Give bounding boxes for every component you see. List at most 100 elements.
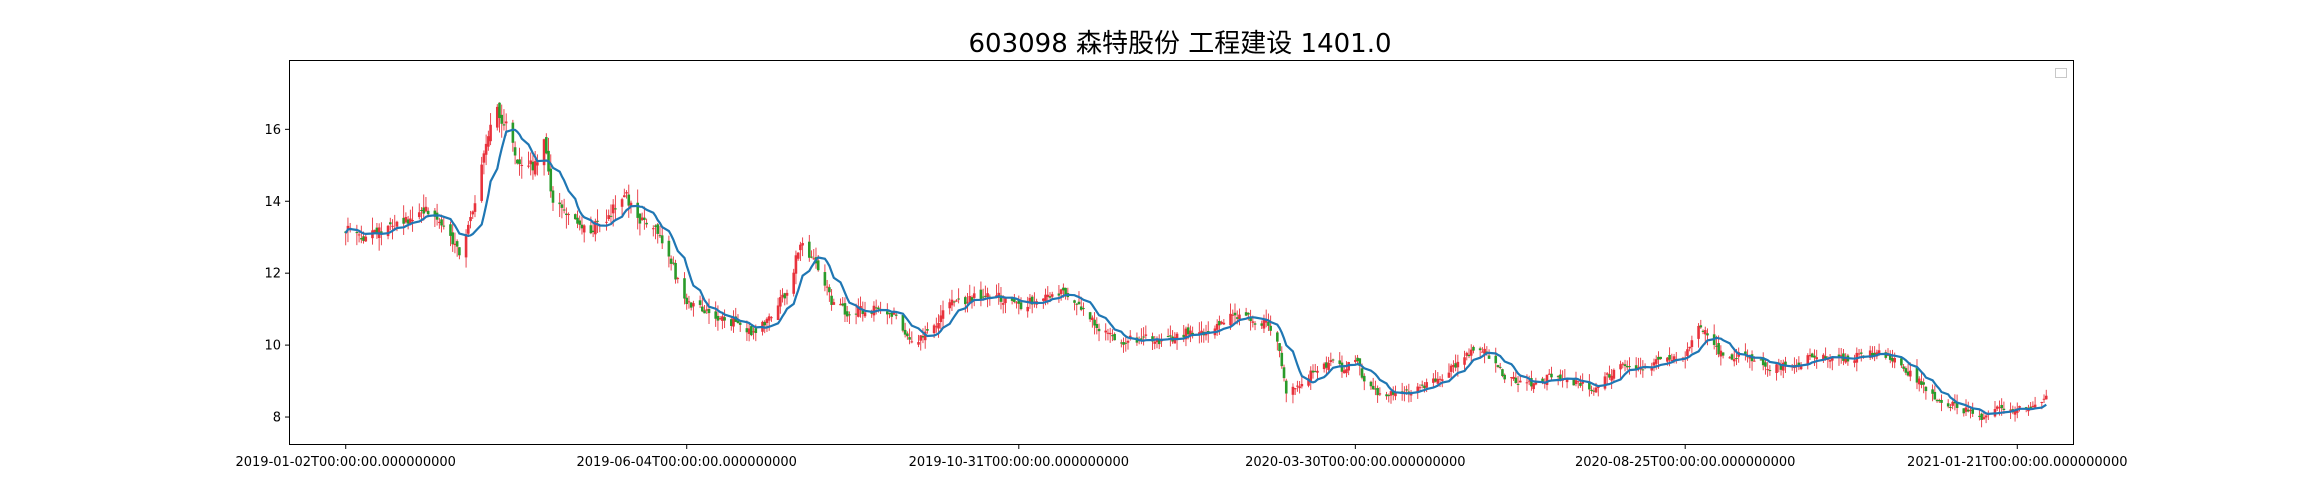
candle-body [926,329,929,331]
candle-body [614,208,617,210]
candle-body [1886,354,1890,356]
candle-body [1697,325,1700,339]
candle-body [1556,376,1560,378]
candle-body [1222,322,1226,325]
candle-body [1173,337,1177,344]
candle-body [1126,340,1130,343]
candle-body [591,230,595,233]
candle-body [1456,361,1460,368]
candle-body [1017,299,1021,304]
candle-body [830,295,833,305]
candle-body [1436,378,1440,384]
candle-body [767,316,771,321]
candle-body [654,225,657,227]
candle-body [2029,406,2032,409]
candle-body [1233,312,1237,316]
candle-body [589,225,593,234]
candle-body [2042,398,2046,400]
candle-body [1050,294,1054,297]
candle-body [1592,390,1596,392]
candle-body [810,256,813,258]
candle-body [1625,365,1629,368]
candle-body [1144,334,1148,336]
candle-body [451,232,454,245]
candle-body [1634,365,1638,371]
candle-body [1423,385,1426,389]
candle-body [1966,409,1970,412]
candle-body [1888,355,1892,360]
candle-body [886,311,889,315]
candle-body [1717,343,1720,355]
x-tick-label: 2020-03-30T00:00:00.000000000 [1245,455,1465,470]
candle-body [1356,357,1359,362]
candle-body [1260,323,1264,326]
candle-body [861,309,865,314]
candle-body [1405,389,1408,391]
candle-body [1015,302,1018,304]
candle-body [792,272,795,294]
candle-body [1501,369,1504,377]
candle-body [1596,387,1600,389]
candle-body [487,136,490,147]
candle-body [2040,401,2044,403]
candle-body [1797,362,1801,367]
candle-body [1298,386,1301,389]
candle-body [1291,386,1295,395]
candle-body [1111,335,1114,337]
candle-body [1358,358,1362,366]
candle-body [1744,351,1747,355]
candle-body [1735,357,1738,359]
candle-body [433,210,437,217]
candle-body [812,258,816,260]
candle-body [1030,296,1034,305]
candle-body [1621,363,1625,365]
candle-body [1322,363,1326,370]
candle-body [658,235,662,237]
candle-body [1280,352,1284,367]
candle-body [580,224,584,229]
candle-body [937,322,940,329]
candle-body [1389,391,1393,396]
candle-body [1984,415,1988,418]
candle-body [1269,325,1272,331]
candle-body [1978,415,1981,417]
candle-body [839,303,842,306]
candle-body [1251,321,1255,323]
candle-body [1514,377,1518,383]
candle-body [1721,352,1725,356]
candle-body [1329,360,1333,362]
y-tick-label: 14 [264,195,281,210]
candle-body [1264,320,1268,323]
candle-body [770,317,773,319]
candle-body [1478,348,1482,351]
candle-body [391,225,394,227]
candle-body [1781,362,1785,371]
candle-body [627,194,631,206]
candle-body [1371,385,1375,390]
candle-body [1142,336,1145,338]
candle-body [1238,314,1241,320]
candle-body [426,210,430,215]
candle-body [2009,409,2012,411]
candle-body [1097,328,1101,332]
candle-body [536,162,539,166]
candle-body [1004,298,1007,304]
candle-body [1868,350,1872,358]
candle-body [651,228,655,230]
candle-body [1104,330,1108,333]
candle-body [732,318,735,327]
candle-body [972,293,976,298]
candle-body [1387,395,1391,397]
candle-body [1877,350,1881,354]
candle-body [1044,294,1047,302]
y-tick-label: 16 [264,123,281,138]
candle-body [565,213,568,215]
candle-body [1935,400,1939,402]
candle-body [473,203,477,212]
candle-body [442,225,446,227]
candle-body [2044,395,2048,400]
candle-body [1028,297,1032,304]
candle-body [1338,360,1342,364]
candle-body [1218,320,1221,326]
